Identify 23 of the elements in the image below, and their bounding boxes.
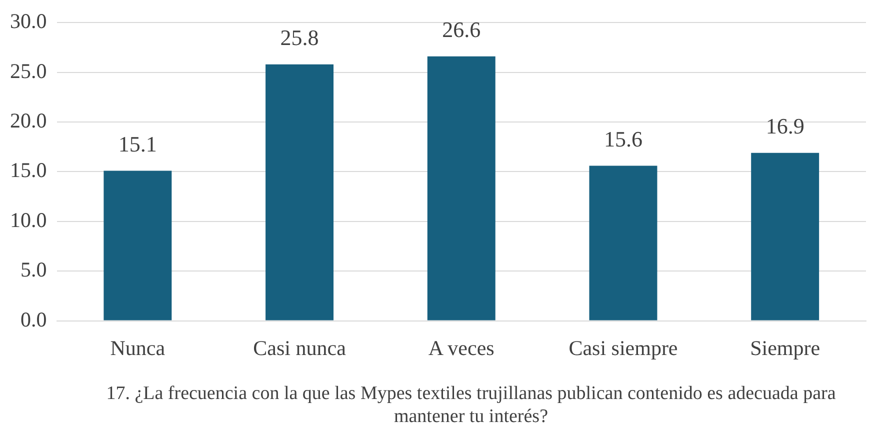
data-label: 26.6 <box>442 17 481 42</box>
y-tick-label: 20.0 <box>10 108 47 133</box>
bar <box>104 170 172 320</box>
data-label: 15.1 <box>118 131 157 156</box>
y-tick-label: 15.0 <box>10 158 47 182</box>
x-tick-label: A veces <box>428 336 494 360</box>
x-tick-label: Siempre <box>750 336 820 360</box>
data-label: 25.8 <box>280 25 319 50</box>
y-tick-label: 5.0 <box>20 258 47 282</box>
x-tick-label: Casi nunca <box>253 336 347 360</box>
y-tick-label: 30.0 <box>10 9 47 34</box>
x-axis-title: 17. ¿La frecuencia con la que las Mypes textiles trujillanas publican contenido es adecuada para mantener tu interés? <box>105 382 837 429</box>
data-label: 15.6 <box>604 126 642 152</box>
bar <box>266 64 334 320</box>
x-tick-label: Nunca <box>110 336 166 360</box>
y-tick-label: 10.0 <box>10 208 47 232</box>
data-label: 16.9 <box>766 114 804 139</box>
x-tick-label: Casi siempre <box>568 336 678 360</box>
y-tick-label: 0.0 <box>20 307 47 332</box>
bar <box>751 152 820 320</box>
y-tick-label: 25.0 <box>10 58 47 83</box>
bar <box>589 166 658 320</box>
bar <box>427 56 496 320</box>
